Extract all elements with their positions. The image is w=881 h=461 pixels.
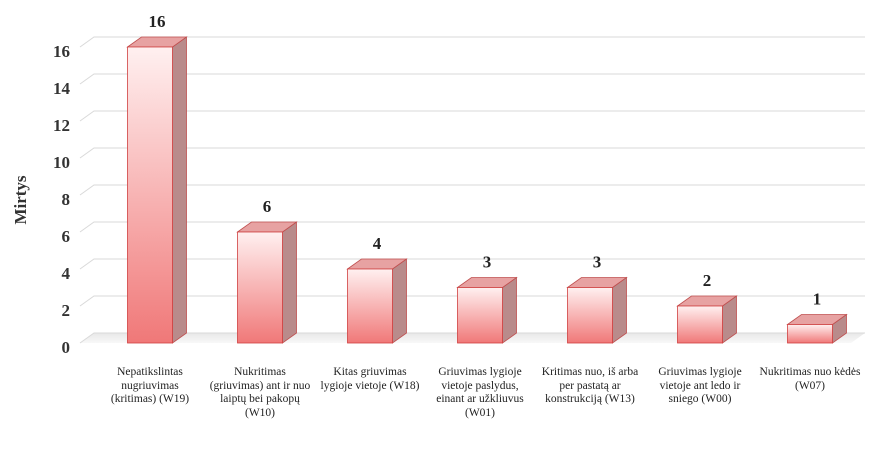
bar	[566, 276, 628, 344]
grid-line	[79, 73, 865, 85]
x-tick-label: Kitas griuvimas lygioje vietoje (W18)	[320, 366, 420, 392]
bar-front	[677, 305, 723, 344]
x-tick-label: Griuvimas lygioje vietoje paslydus, eina…	[436, 366, 524, 419]
bar	[126, 36, 188, 344]
y-tick-label: 8	[62, 190, 71, 209]
value-label: 3	[593, 253, 602, 272]
y-tick-label: 16	[53, 42, 70, 61]
value-label: 4	[373, 234, 382, 253]
value-label: 16	[149, 12, 166, 31]
value-label: 3	[483, 253, 492, 272]
x-tick-label: Nukritimas nuo kėdės (W07)	[759, 366, 861, 392]
grid-line	[79, 258, 865, 270]
y-tick-label: 0	[62, 338, 71, 357]
bar-front	[347, 268, 393, 344]
value-label: 1	[813, 290, 822, 309]
bar	[786, 313, 848, 344]
y-tick-label: 14	[53, 79, 71, 98]
bar	[346, 258, 408, 344]
y-tick-label: 2	[62, 301, 71, 320]
bar-front	[237, 231, 283, 344]
grid-line	[79, 110, 865, 122]
grid-line	[79, 184, 865, 196]
bar	[676, 295, 738, 344]
bar-front	[787, 324, 833, 344]
x-tick-label: Nepatikslintas nugriuvimas (kritimas) (W…	[110, 366, 190, 405]
value-label: 2	[703, 271, 712, 290]
bar	[236, 221, 298, 344]
bar-side	[172, 36, 187, 344]
bar-side	[612, 276, 627, 344]
x-tick-label: Nukritimas (griuvimas) ant ir nuo laiptų…	[209, 366, 311, 419]
bar-side	[282, 221, 297, 344]
bar-front	[567, 287, 613, 344]
x-tick-label: Griuvimas lygioje vietoje ant ledo ir sn…	[658, 366, 742, 405]
bar-side	[392, 258, 407, 344]
grid-line	[79, 221, 865, 233]
y-axis-label: Mirtys	[11, 175, 30, 224]
y-tick-label: 10	[53, 153, 70, 172]
y-tick-label: 4	[62, 264, 71, 283]
bar-front	[457, 287, 503, 344]
bar-side	[502, 276, 517, 344]
value-label: 6	[263, 197, 272, 216]
y-tick-label: 6	[62, 227, 71, 246]
grid-line	[79, 147, 865, 159]
bar-front	[127, 46, 173, 344]
x-tick-label: Kritimas nuo, iš arba per pastatą ar kon…	[541, 366, 639, 405]
bar	[456, 276, 518, 344]
grid-line	[79, 36, 865, 48]
y-tick-label: 12	[53, 116, 70, 135]
